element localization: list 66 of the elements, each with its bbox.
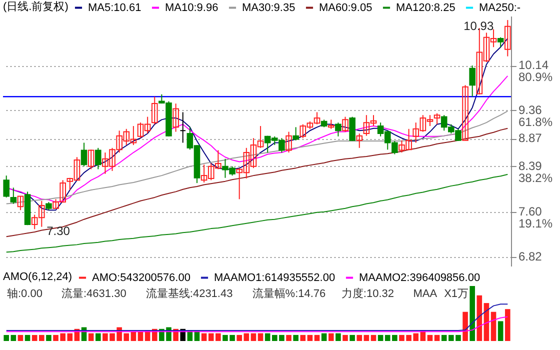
bar [201,333,207,341]
bar [293,334,298,341]
bar [236,334,242,341]
legend-label: MA10:9.96 [165,2,218,14]
bar [505,309,510,341]
annotation: 7.30 [46,224,70,238]
legend-label: AMO:543200576.00 [92,272,190,284]
bar [250,333,256,341]
chart-title: (日线.前复权) [3,0,68,13]
bar [258,333,264,341]
annotation: X1万 [444,288,469,300]
y-tick-label: 10.14 80.9% [518,58,553,84]
bar [427,334,433,341]
annotation: 10.93 [464,19,494,34]
bar [356,334,362,341]
y-tick-label: 6.82 [518,249,542,264]
bar [46,334,52,341]
annotation: 力度:10.32 [341,287,394,300]
y-tick-label: 8.87 [518,131,542,146]
legend-label: MA60:9.05 [319,2,372,14]
bar [138,332,144,341]
legend-label: MAAMO2:396409856.00 [359,272,480,284]
bar [10,334,16,341]
bar [95,333,101,341]
annotation: MAA [413,288,438,300]
bar [314,334,320,341]
bar [441,334,447,341]
legend-label: MA120:8.25 [396,2,456,14]
bar [24,334,30,341]
bar [498,321,504,341]
bar [244,333,250,341]
y-tick-label: 9.36 61.8% [518,102,553,129]
legend-label: MA30:9.35 [242,2,296,14]
bar [18,334,24,341]
y-tick-label: 8.39 38.2% [518,158,553,185]
bar [342,334,348,341]
legend-label: MA5:10.61 [88,2,142,14]
bar [350,334,355,341]
bar [470,286,475,341]
bar [286,334,292,341]
bar [39,334,44,341]
annotation: 轴:0.00 [7,287,42,300]
bar [88,333,94,341]
bar [32,334,38,341]
bar [4,334,9,341]
bar [336,333,341,341]
bar [378,334,384,341]
bar [300,334,306,341]
bar [264,333,270,341]
bar [321,333,327,341]
annotation: 流量:4631.30 [62,287,126,300]
bar [307,334,313,341]
legend-label: MAAMO1:614935552.00 [214,272,336,284]
bar [462,312,468,341]
legend-label: MA250:- [479,2,521,14]
annotation: 流量幅%:14.76 [252,287,326,300]
chart-title: AMO(6,12,24) [3,271,72,283]
bar [434,334,440,341]
annotation: 流量基线:4231.43 [146,287,233,300]
bar [130,332,136,341]
bar [490,312,496,341]
bar [67,333,73,341]
y-tick-label: 7.60 19.1% [518,204,553,230]
bar [370,334,376,341]
bar [364,334,370,341]
bar [328,333,334,341]
